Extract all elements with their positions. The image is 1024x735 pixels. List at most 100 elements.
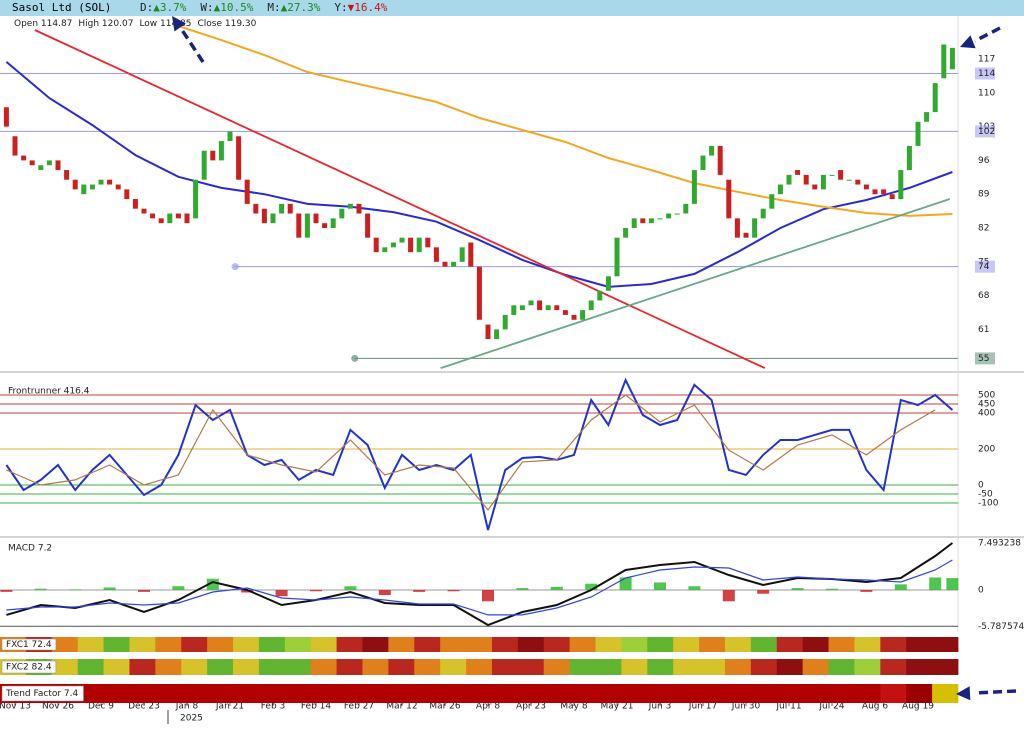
- candle: [562, 310, 568, 315]
- heat-cell: [724, 659, 752, 675]
- candle: [236, 136, 242, 180]
- x-tick-label: Apr 8: [476, 702, 500, 712]
- candle: [760, 208, 766, 219]
- heat-cell: [388, 684, 415, 703]
- heat-cell: [466, 659, 493, 675]
- histogram-bar: [241, 589, 254, 593]
- candle: [631, 218, 637, 229]
- heat-cell: [880, 659, 907, 675]
- candle: [244, 179, 250, 204]
- heat-cell: [77, 659, 104, 675]
- candle: [511, 305, 517, 315]
- histogram-bar: [172, 586, 185, 590]
- candle: [476, 266, 482, 320]
- heat-cell: [699, 637, 726, 652]
- x-tick-label: Jul 11: [775, 702, 801, 712]
- heat-cell: [543, 637, 571, 652]
- x-tick-label: Feb 14: [301, 702, 332, 712]
- level-handle: [231, 263, 239, 271]
- annotation-arrowhead: [956, 686, 971, 701]
- y-tick-label: 96: [978, 156, 990, 166]
- x-tick-label: Dec 9: [88, 702, 114, 712]
- x-tick-label: Aug 19: [902, 702, 934, 712]
- heat-cell: [414, 684, 441, 703]
- header: Sasol Ltd (SOL) D:▲3.7% W:▲10.5% M:▲27.3% Y…: [0, 0, 1024, 16]
- heat-cell: [828, 659, 855, 675]
- candle: [287, 203, 293, 214]
- x-tick-label: Feb 27: [344, 702, 374, 712]
- candle: [932, 83, 938, 113]
- heat-cell: [802, 684, 829, 703]
- histogram-bar: [654, 582, 666, 590]
- candle: [683, 203, 689, 214]
- histogram-bar: [688, 586, 701, 590]
- candle: [365, 213, 371, 238]
- change-label: Y:: [334, 1, 348, 14]
- candle: [55, 160, 61, 171]
- x-tick-label: Jun 3: [648, 702, 672, 712]
- heat-cell: [233, 659, 260, 675]
- heat-cell: [51, 659, 79, 675]
- candle: [820, 174, 826, 190]
- histogram-bar: [138, 589, 150, 592]
- histogram-bar: [826, 588, 838, 590]
- candle: [46, 160, 52, 166]
- level-label: 102: [978, 127, 995, 137]
- macd-line: [6, 559, 953, 616]
- candle: [72, 179, 78, 190]
- heat-cell: [362, 684, 389, 703]
- candle: [210, 150, 216, 161]
- y-tick-label: 117: [978, 54, 995, 64]
- level-label: 74: [978, 262, 990, 272]
- candle: [717, 145, 723, 175]
- heat-cell: [517, 659, 545, 675]
- heat-cell: [880, 684, 907, 703]
- candle: [29, 160, 35, 166]
- y-tick-label: 400: [978, 408, 995, 418]
- heat-cell: [103, 659, 130, 675]
- candle: [838, 170, 844, 180]
- level-label-box: [975, 352, 995, 365]
- candle: [898, 170, 904, 200]
- x-tick-label: Nov 26: [42, 702, 74, 712]
- heat-cell: [724, 684, 752, 703]
- candle: [141, 208, 147, 214]
- heat-cell: [233, 684, 260, 703]
- heat-cell: [77, 637, 104, 652]
- candle: [803, 174, 809, 185]
- y-tick-label: -50: [978, 489, 993, 499]
- heat-cell: [776, 659, 804, 675]
- x-tick-label: Jun 17: [688, 702, 717, 712]
- histogram-bar: [946, 578, 959, 590]
- heat-cell: [854, 637, 881, 652]
- candle: [924, 112, 930, 122]
- candle: [829, 174, 835, 176]
- candle: [674, 213, 680, 215]
- x-tick-label: Aug 6: [862, 702, 888, 712]
- y-tick-label: 0: [978, 480, 984, 490]
- x-tick-label: Mar 12: [386, 702, 417, 712]
- heat-cell: [854, 659, 881, 675]
- heat-cell: [207, 684, 234, 703]
- heat-cell: [181, 659, 208, 675]
- change-value: ▼16.4%: [347, 1, 388, 14]
- annotation-arrowhead: [172, 16, 186, 32]
- candle: [915, 121, 921, 146]
- x-tick-label: Dec 23: [128, 702, 160, 712]
- candle: [313, 213, 319, 224]
- ticker-title: Sasol Ltd (SOL): [12, 1, 112, 14]
- annotation-arrow: [180, 29, 205, 63]
- heat-cell: [310, 659, 337, 675]
- heat-cell: [517, 637, 545, 652]
- indicator-line: [5, 377, 954, 531]
- candle: [89, 184, 95, 190]
- candle: [709, 145, 715, 156]
- candle: [150, 213, 156, 219]
- candle: [605, 276, 611, 291]
- candle: [494, 329, 500, 340]
- heat-cell: [440, 637, 467, 652]
- histogram-bar: [860, 589, 873, 592]
- candle: [408, 237, 414, 253]
- heat-cell: [802, 637, 829, 652]
